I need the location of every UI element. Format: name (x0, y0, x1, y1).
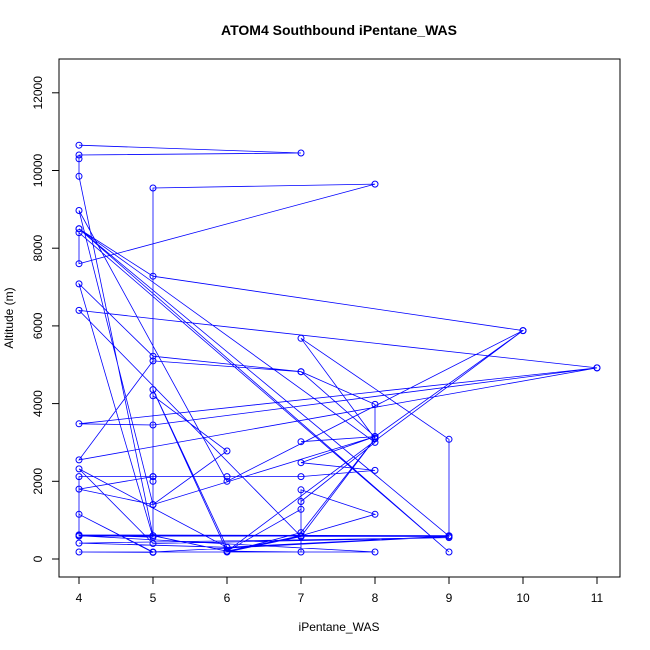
chart-title: ATOM4 Southbound iPentane_WAS (221, 22, 457, 38)
y-axis: 0 2000 4000 6000 8000 10000 12000 (31, 76, 60, 562)
data-point (75, 155, 83, 163)
data-point (371, 400, 379, 408)
y-tick-label: 4000 (31, 390, 45, 417)
x-tick-label: 8 (372, 591, 379, 605)
data-point (75, 532, 83, 540)
x-tick-label: 11 (591, 591, 604, 605)
data-point (75, 548, 83, 556)
y-tick-label: 8000 (31, 235, 45, 262)
data-point (75, 207, 83, 214)
y-tick-label: 6000 (31, 312, 45, 339)
data-point (75, 510, 83, 518)
data-point (371, 180, 379, 188)
data-point (75, 151, 83, 159)
x-axis: 4 5 6 7 8 9 10 11 (76, 576, 604, 605)
data-point (371, 548, 379, 556)
series-line (77, 144, 598, 553)
data-point (149, 272, 157, 280)
data-point (75, 420, 83, 428)
data-point (75, 539, 83, 547)
data-point (149, 386, 157, 394)
data-point (223, 548, 231, 556)
data-point (445, 435, 453, 443)
x-tick-label: 9 (446, 591, 453, 605)
y-tick-label: 10000 (31, 153, 45, 187)
y-axis-label: Altitude (m) (2, 287, 16, 348)
x-tick-label: 10 (516, 591, 530, 605)
data-point (297, 334, 305, 342)
x-axis-label: iPentane_WAS (299, 620, 380, 634)
data-point (149, 532, 157, 540)
data-point (149, 352, 157, 360)
x-tick-label: 7 (298, 591, 305, 605)
x-tick-label: 5 (150, 591, 157, 605)
data-point (75, 485, 83, 493)
data-point (371, 466, 379, 474)
data-point (149, 184, 157, 192)
data-point (371, 435, 379, 443)
data-point (593, 364, 601, 372)
data-point (75, 280, 83, 288)
data-point (149, 421, 157, 429)
data-point (297, 548, 305, 556)
data-point (297, 498, 305, 505)
x-tick-label: 4 (76, 591, 83, 605)
data-point (149, 540, 157, 547)
data-point (223, 447, 231, 455)
data-point (223, 477, 231, 485)
data-point (297, 438, 305, 446)
data-point (297, 149, 305, 157)
data-point (149, 477, 157, 485)
data-point (75, 456, 83, 464)
data-point (75, 473, 83, 481)
data-point (75, 141, 83, 149)
data-point (149, 473, 157, 481)
data-point (149, 501, 157, 509)
data-point (75, 465, 83, 473)
data-point (75, 172, 83, 180)
data-point (75, 225, 83, 233)
data-point (75, 260, 83, 268)
y-tick-label: 0 (31, 555, 45, 562)
data-point (519, 327, 527, 335)
data-point (445, 532, 453, 540)
data-point (297, 486, 305, 494)
data-point (297, 529, 305, 537)
data-point (223, 543, 231, 551)
series-lines (77, 144, 598, 553)
y-tick-label: 12000 (31, 76, 45, 110)
data-point (445, 548, 453, 556)
data-point (75, 229, 83, 237)
y-tick-label: 2000 (31, 468, 45, 495)
series-points (75, 141, 601, 556)
x-tick-label: 6 (224, 591, 231, 605)
data-point (223, 473, 231, 481)
data-point (371, 510, 379, 518)
plot-frame (58, 58, 621, 578)
data-point (75, 306, 83, 314)
data-point (149, 548, 157, 556)
data-point (297, 459, 305, 467)
data-point (149, 357, 157, 365)
data-point (297, 533, 305, 540)
data-point (297, 473, 305, 481)
data-point (371, 438, 379, 446)
data-point (297, 505, 305, 513)
data-point (297, 368, 305, 376)
